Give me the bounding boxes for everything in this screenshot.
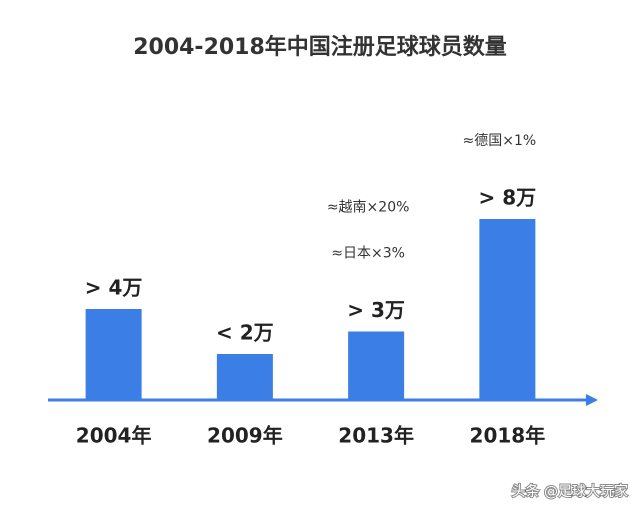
- x-tick-label: 2018年: [470, 424, 546, 448]
- bar: [479, 219, 536, 399]
- chart-title: 2004-2018年中国注册足球球员数量: [133, 34, 507, 60]
- value-label: > 3万: [347, 298, 405, 322]
- x-tick-label: 2009年: [207, 424, 283, 448]
- bar: [216, 354, 273, 399]
- value-label: < 2万: [216, 321, 274, 345]
- bar: [85, 309, 142, 399]
- axis-arrow: [586, 394, 598, 406]
- value-label: > 4万: [85, 276, 143, 300]
- watermark: 头条 @足球大玩家: [512, 483, 628, 500]
- x-tick-label: 2013年: [338, 424, 414, 448]
- x-tick-label: 2004年: [76, 424, 152, 448]
- annotation: ≈越南×20%: [327, 200, 410, 216]
- value-label: > 8万: [479, 186, 537, 210]
- annotation: ≈日本×3%: [331, 246, 405, 262]
- annotation: ≈德国×1%: [463, 133, 537, 149]
- bar: [348, 331, 405, 399]
